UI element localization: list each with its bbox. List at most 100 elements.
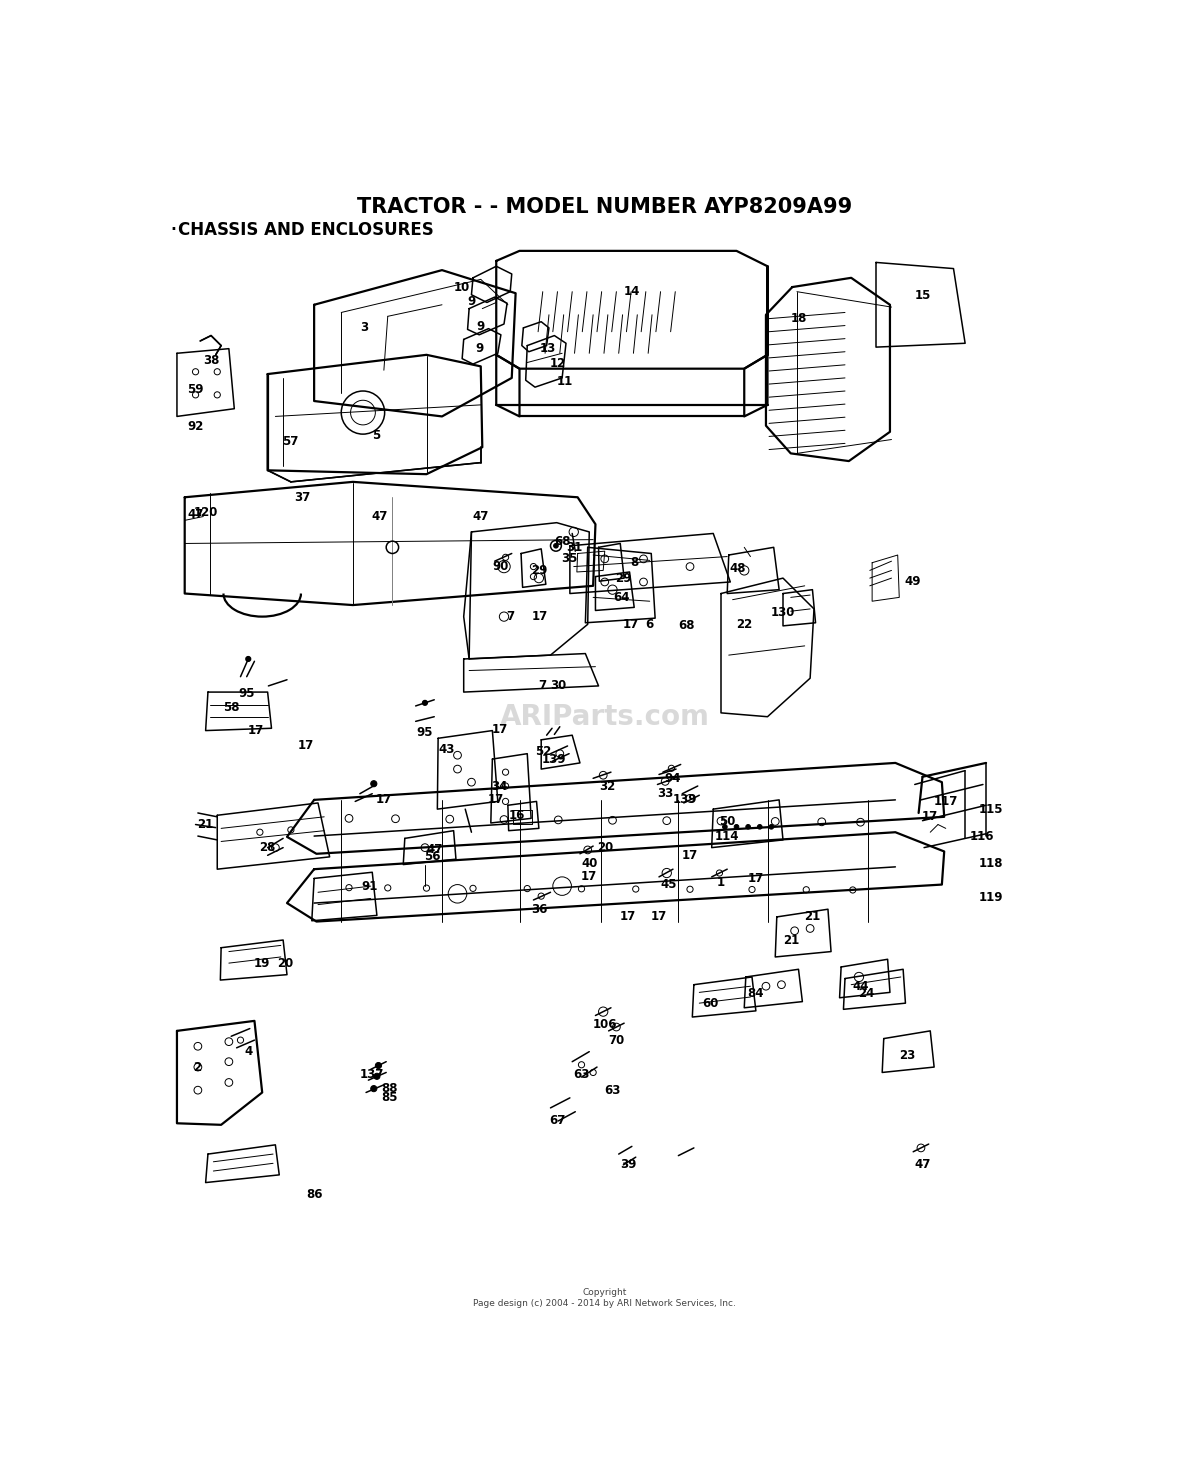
Text: ·: · [169,218,177,241]
Text: 17: 17 [489,794,504,806]
Text: 48: 48 [729,563,746,576]
Text: 21: 21 [197,818,212,831]
Text: 68: 68 [555,536,571,548]
Text: 95: 95 [415,726,432,739]
Text: 120: 120 [194,507,218,520]
Text: 106: 106 [592,1019,617,1031]
Circle shape [371,1086,376,1091]
Text: 68: 68 [677,619,694,631]
Text: 8: 8 [630,557,638,569]
Text: 33: 33 [657,788,674,800]
Text: 52: 52 [535,745,551,758]
Text: 28: 28 [260,841,276,855]
Text: 32: 32 [599,779,615,792]
Text: 64: 64 [612,591,629,604]
Text: 137: 137 [360,1068,385,1081]
Text: CHASSIS AND ENCLOSURES: CHASSIS AND ENCLOSURES [178,221,434,238]
Text: 17: 17 [248,724,264,738]
Circle shape [553,544,558,548]
Text: 9: 9 [477,320,485,333]
Text: 17: 17 [491,723,507,736]
Text: 29: 29 [615,572,631,585]
Text: 20: 20 [597,841,612,855]
Text: 11: 11 [556,375,572,388]
Text: 18: 18 [791,312,807,326]
Text: 23: 23 [899,1049,916,1062]
Text: 115: 115 [978,803,1003,816]
Text: 17: 17 [651,911,667,924]
Text: 63: 63 [573,1068,590,1081]
Text: 29: 29 [531,564,548,578]
Text: 7: 7 [539,680,546,693]
Circle shape [374,1074,380,1080]
Circle shape [722,825,727,829]
Text: 6: 6 [644,618,653,631]
Text: 10: 10 [453,281,470,295]
Text: 47: 47 [371,509,387,523]
Text: ARIParts.com: ARIParts.com [500,702,709,730]
Text: 95: 95 [238,687,255,701]
Text: 50: 50 [719,815,735,828]
Text: 94: 94 [664,772,681,785]
Text: 119: 119 [978,892,1003,905]
Text: 12: 12 [550,357,566,370]
Text: 130: 130 [771,606,795,619]
Text: 67: 67 [549,1115,565,1127]
Text: 17: 17 [748,872,763,886]
Text: 9: 9 [467,295,476,308]
Circle shape [245,656,250,662]
Text: 17: 17 [297,739,314,752]
Text: 35: 35 [560,552,577,566]
Text: 116: 116 [970,829,995,843]
Text: 139: 139 [673,794,697,806]
Text: 43: 43 [439,742,454,755]
Circle shape [422,701,427,705]
Text: 37: 37 [294,490,310,504]
Text: 17: 17 [620,911,636,924]
Text: 17: 17 [375,794,392,806]
Text: 7: 7 [506,610,514,624]
Text: 84: 84 [747,988,763,1001]
Text: 114: 114 [715,831,740,843]
Text: TRACTOR - - MODEL NUMBER AYP8209A99: TRACTOR - - MODEL NUMBER AYP8209A99 [358,197,852,218]
Text: 34: 34 [491,779,507,792]
Text: 21: 21 [805,911,820,924]
Text: 13: 13 [539,342,556,355]
Text: 92: 92 [188,421,204,432]
Text: 2: 2 [194,1060,201,1074]
Text: 15: 15 [914,289,931,302]
Text: 17: 17 [623,618,640,631]
Text: 117: 117 [933,795,958,809]
Text: 49: 49 [904,576,920,588]
Text: 14: 14 [624,286,640,298]
Text: 91: 91 [361,880,378,893]
Text: 47: 47 [188,508,204,521]
Text: 88: 88 [381,1083,398,1094]
Text: 19: 19 [254,957,270,970]
Text: 9: 9 [476,342,484,355]
Text: Copyright
Page design (c) 2004 - 2014 by ARI Network Services, Inc.: Copyright Page design (c) 2004 - 2014 by… [473,1288,736,1308]
Text: 47: 47 [914,1158,931,1171]
Text: 16: 16 [509,809,525,822]
Text: 21: 21 [782,933,799,946]
Text: 5: 5 [372,429,380,443]
Text: 1: 1 [717,875,725,889]
Circle shape [734,825,739,829]
Circle shape [769,825,774,829]
Text: 36: 36 [531,903,548,915]
Text: 4: 4 [244,1046,253,1057]
Circle shape [758,825,762,829]
Text: 60: 60 [702,997,719,1010]
Text: 139: 139 [542,752,566,766]
Text: 17: 17 [531,610,548,624]
Text: 47: 47 [426,844,442,856]
Text: 57: 57 [282,434,299,447]
Text: 44: 44 [852,980,868,992]
Circle shape [375,1062,381,1069]
Circle shape [746,825,750,829]
Text: 20: 20 [277,957,294,970]
Text: 30: 30 [550,680,566,693]
Text: 17: 17 [682,849,699,862]
Text: 118: 118 [978,856,1003,869]
Text: 63: 63 [604,1084,621,1096]
